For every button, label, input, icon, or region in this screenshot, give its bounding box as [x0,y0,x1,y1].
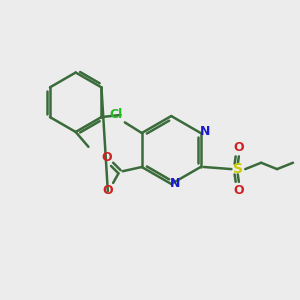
Text: O: O [101,151,112,164]
Text: N: N [170,178,181,190]
Text: Cl: Cl [110,109,123,122]
Text: S: S [233,162,243,176]
Text: O: O [103,184,113,197]
Text: O: O [233,184,244,197]
Text: O: O [233,141,244,154]
Text: N: N [200,125,210,139]
